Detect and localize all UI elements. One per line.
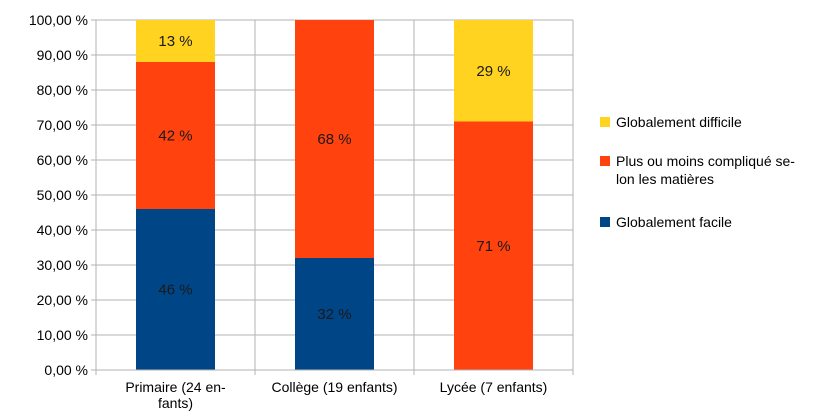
bar-segment	[295, 20, 374, 258]
data-label: 71 %	[476, 238, 510, 255]
y-tick-label: 0,00 %	[44, 362, 88, 378]
y-tick-label: 30,00 %	[37, 257, 88, 273]
y-tick-label: 80,00 %	[37, 82, 88, 98]
legend-label: Globalement facile	[616, 214, 732, 230]
y-tick-label: 50,00 %	[37, 187, 88, 203]
y-tick-label: 10,00 %	[37, 327, 88, 343]
y-tick-label: 90,00 %	[37, 47, 88, 63]
data-label: 32 %	[317, 306, 351, 323]
data-labels: 46 % 42 % 13 % 32 % 68 % 71 % 29 %	[158, 33, 510, 323]
y-tick-label: 20,00 %	[37, 292, 88, 308]
legend-swatch	[600, 217, 610, 227]
data-label: 13 %	[158, 33, 192, 50]
legend-swatch	[600, 156, 610, 166]
bar-segment	[136, 20, 215, 62]
bar-segment	[136, 209, 215, 370]
x-tick-label: Primaire (24 en-	[125, 379, 226, 395]
data-label: 46 %	[158, 282, 192, 299]
axes	[91, 19, 573, 371]
x-tick-labels: Primaire (24 en-fants) Collège (19 enfant…	[125, 379, 547, 411]
y-tick-label: 70,00 %	[37, 117, 88, 133]
y-tick-label: 60,00 %	[37, 152, 88, 168]
data-label: 68 %	[317, 131, 351, 148]
data-label: 42 %	[158, 128, 192, 145]
x-tick-label: Collège (19 enfants)	[271, 379, 397, 395]
bar-segment	[454, 20, 533, 122]
x-tick-label: Lycée (7 enfants)	[440, 379, 548, 395]
legend: Globalement difficile Plus ou moins compl…	[600, 114, 795, 230]
bars	[136, 20, 533, 370]
bar-segment	[295, 258, 374, 370]
bar-segment	[136, 62, 215, 209]
bar-segment	[454, 121, 533, 370]
legend-label: lon les matières	[616, 171, 714, 187]
legend-label: Plus ou moins compliqué se-	[616, 153, 795, 169]
legend-label: Globalement difficile	[616, 114, 742, 130]
y-tick-labels: 0,00 % 10,00 % 20,00 % 30,00 % 40,00 % 50,00 …	[29, 12, 88, 378]
data-label: 29 %	[476, 63, 510, 80]
y-tick-label: 40,00 %	[37, 222, 88, 238]
y-tick-label: 100,00 %	[29, 12, 88, 28]
legend-swatch	[600, 117, 610, 127]
x-tick-label: fants)	[158, 395, 193, 411]
